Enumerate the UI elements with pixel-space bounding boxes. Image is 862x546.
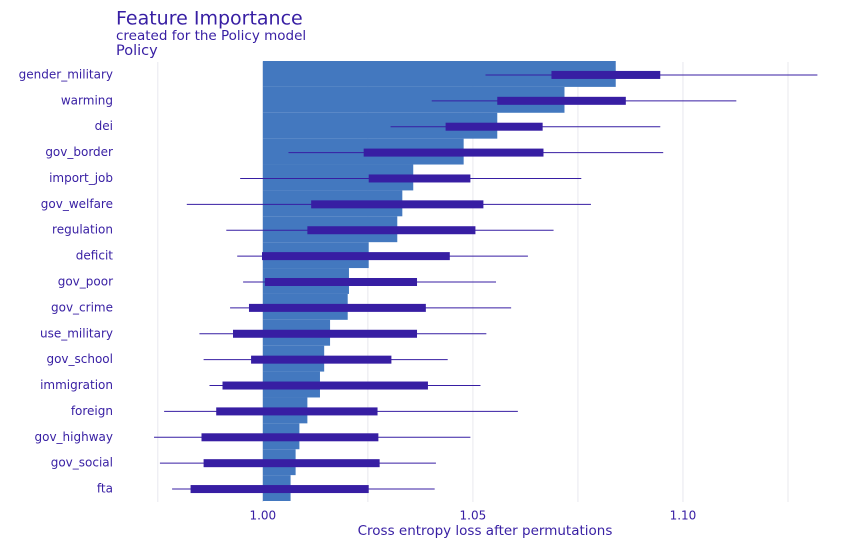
y-tick-label: gov_school xyxy=(46,352,113,366)
y-tick-label: gov_welfare xyxy=(41,197,113,211)
x-tick-label: 1.00 xyxy=(249,509,276,523)
box xyxy=(216,407,378,416)
box xyxy=(262,252,450,261)
y-tick-label: warming xyxy=(61,93,113,107)
y-tick-label: immigration xyxy=(40,378,113,392)
y-tick-label: import_job xyxy=(49,171,113,185)
x-tick-label: 1.05 xyxy=(460,509,487,523)
y-tick-label: regulation xyxy=(52,223,113,237)
box xyxy=(307,226,476,235)
y-tick-label: deficit xyxy=(76,249,113,263)
box xyxy=(368,174,471,183)
box xyxy=(190,485,369,494)
y-tick-label: use_military xyxy=(40,326,113,340)
y-tick-label: gov_social xyxy=(51,456,113,470)
box xyxy=(222,381,428,390)
box xyxy=(233,329,418,338)
x-tick-label: 1.10 xyxy=(670,509,697,523)
box xyxy=(497,96,626,105)
box xyxy=(201,433,379,442)
box xyxy=(251,355,392,364)
box xyxy=(311,200,484,209)
y-tick-label: gov_border xyxy=(45,145,113,159)
y-tick-label: dei xyxy=(95,119,113,133)
box xyxy=(551,70,661,79)
box xyxy=(203,459,380,468)
box xyxy=(248,303,426,312)
box xyxy=(264,278,418,286)
x-axis-label: Cross entropy loss after permutations xyxy=(358,523,613,539)
box xyxy=(363,148,544,157)
panel-label: Policy xyxy=(116,43,158,59)
y-tick-label: foreign xyxy=(71,404,113,418)
box xyxy=(445,122,543,131)
y-tick-label: fta xyxy=(97,482,113,496)
y-tick-label: gov_highway xyxy=(35,430,114,444)
y-tick-label: gov_crime xyxy=(51,300,113,314)
y-tick-label: gov_poor xyxy=(58,275,113,289)
y-tick-label: gender_military xyxy=(19,67,113,81)
chart-subtitle: created for the Policy model xyxy=(116,28,306,44)
chart-title: Feature Importance xyxy=(116,8,303,30)
